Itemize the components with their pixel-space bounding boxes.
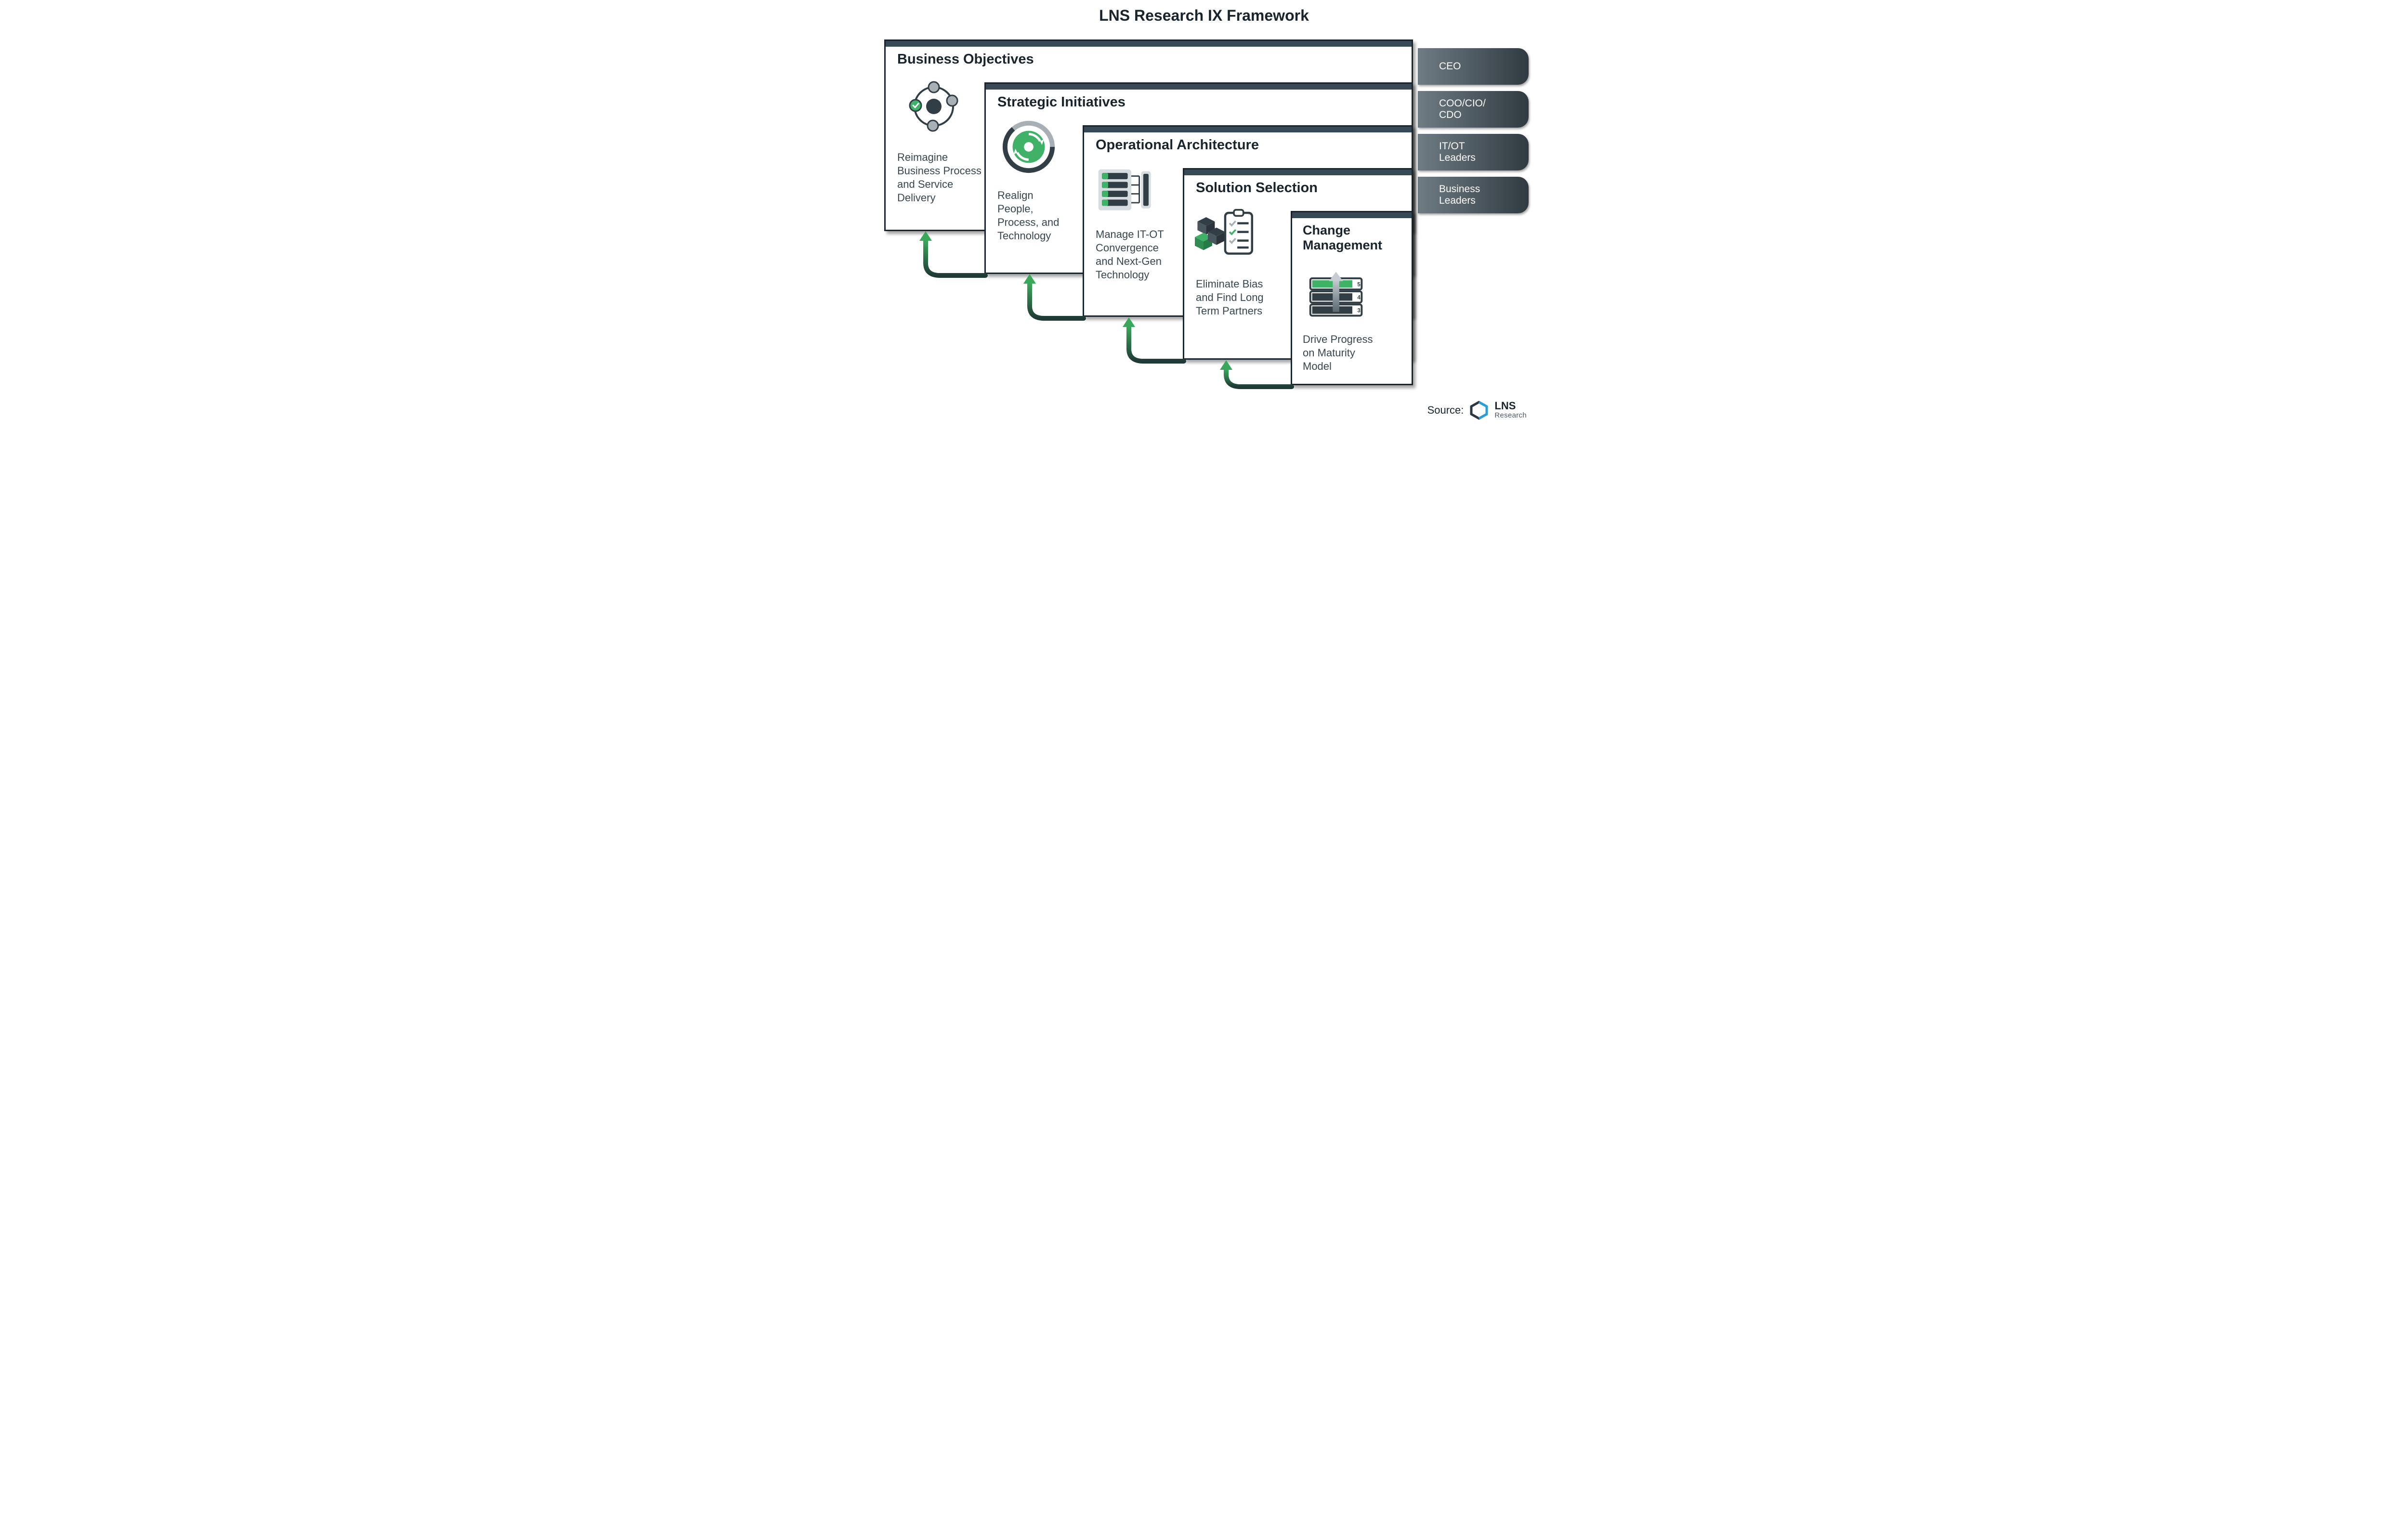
role-badge-3: Business Leaders [1418,177,1529,213]
svg-text:4: 4 [1357,295,1361,301]
panel-change-management: Change Management 3 4 5 Drive Progress o… [1291,211,1413,385]
orbit-icon [905,78,963,138]
cycle-icon [1000,118,1057,178]
framework-canvas: LNS Research IX Framework CEO COO/CIO/ CD… [867,0,1541,424]
panel-title: Operational Architecture [1096,137,1259,153]
panel-title: Business Objectives [897,52,1034,67]
stack-up-icon: 3 4 5 [1307,263,1367,326]
svg-text:5: 5 [1357,281,1361,287]
source-attribution: Source: LNS Research [1427,401,1527,420]
panel-title: Solution Selection [1196,180,1318,196]
panel-body: Drive Progress on Maturity Model [1303,333,1373,373]
panel-title: Change Management [1303,223,1382,253]
panel-body: Eliminate Bias and Find Long Term Partne… [1196,277,1264,318]
svg-text:3: 3 [1357,308,1361,314]
panel-title: Strategic Initiatives [997,94,1125,110]
panel-body: Reimagine Business Process and Service D… [897,151,982,205]
lns-logo-text: LNS Research [1494,401,1527,419]
servers-icon [1097,162,1154,222]
panel-body: Manage IT-OT Convergence and Next-Gen Te… [1096,228,1164,282]
source-label: Source: [1427,404,1464,417]
role-badge-2: IT/OT Leaders [1418,134,1529,170]
lns-logo-icon [1469,401,1489,420]
role-badge-0: CEO [1418,48,1529,85]
page-title: LNS Research IX Framework [867,7,1541,25]
clipboard-icon [1195,204,1256,267]
panel-body: Realign People, Process, and Technology [997,189,1059,243]
role-badge-1: COO/CIO/ CDO [1418,91,1529,128]
